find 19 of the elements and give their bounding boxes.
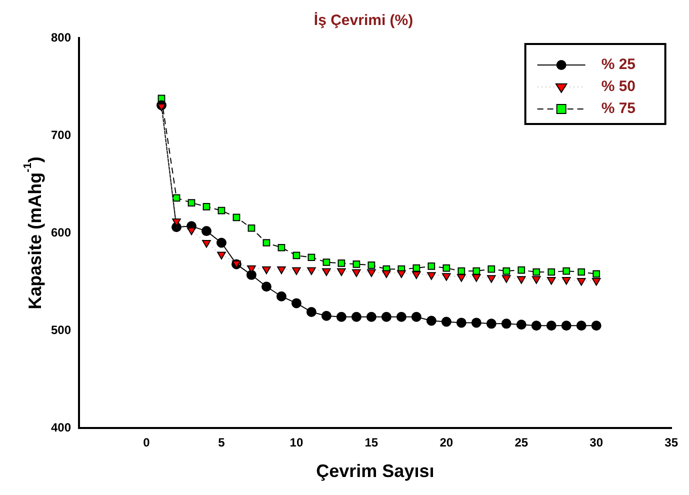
- x-tick-label: 0: [143, 436, 150, 450]
- chart-title: İş Çevrimi (%): [314, 12, 414, 30]
- x-tick-label: 5: [218, 436, 226, 450]
- legend-label: % 25: [601, 56, 636, 74]
- y-tick-label: 500: [50, 322, 72, 337]
- x-tick-label: 15: [364, 436, 378, 450]
- y-tick-label: 800: [50, 30, 72, 44]
- x-axis-title: Çevrim Sayısı: [316, 461, 434, 482]
- x-tick-label: 10: [290, 436, 304, 450]
- y-tick-label: 600: [50, 225, 72, 240]
- y-axis-title: Kapasite (mAhg-1): [22, 156, 45, 310]
- y-tick-label: 700: [50, 128, 72, 142]
- x-tick-label: 35: [664, 436, 678, 450]
- x-tick-label: 25: [514, 436, 528, 450]
- legend-label: % 50: [601, 78, 636, 96]
- legend-label: % 75: [601, 100, 636, 118]
- x-tick-label: 20: [440, 436, 454, 450]
- y-tick-label: 400: [50, 420, 72, 434]
- x-tick-label: 30: [590, 436, 604, 450]
